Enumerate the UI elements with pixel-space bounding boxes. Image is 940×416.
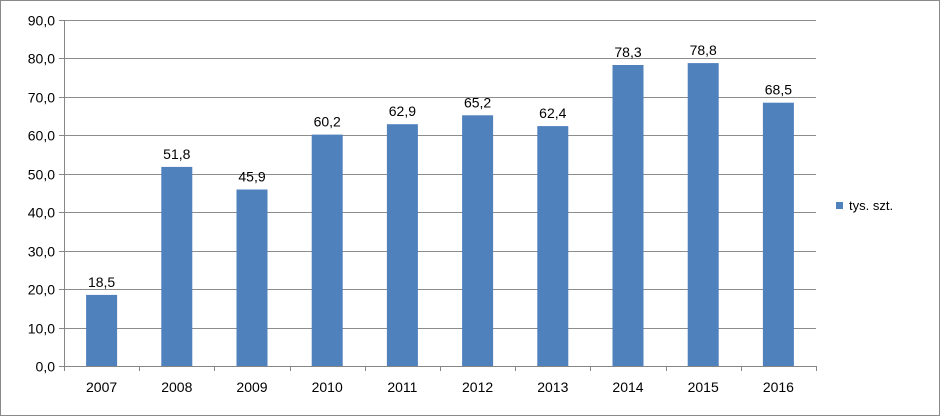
x-tick-label-2012: 2012	[462, 379, 493, 395]
x-tick-label-2010: 2010	[312, 379, 343, 395]
bar-2009	[236, 189, 268, 366]
bar-2011	[386, 124, 418, 366]
bar-2012	[462, 115, 494, 366]
bar-2008	[161, 166, 193, 366]
x-tick-labels: 2007 2008 2009 2010 2011 2012 2013 2014 2015 2016	[86, 379, 794, 395]
y-tick-label: 60,0	[28, 128, 55, 144]
bar-2013	[537, 126, 569, 366]
bar-2016	[762, 102, 794, 366]
legend-swatch-tys-szt	[836, 202, 843, 209]
data-label-2015: 78,8	[690, 42, 717, 58]
x-tick-label-2007: 2007	[86, 379, 117, 395]
x-tick-label-2011: 2011	[387, 379, 417, 395]
x-tick-label-2015: 2015	[688, 379, 719, 395]
data-label-2013: 62,4	[539, 105, 566, 121]
bar-2015	[687, 63, 719, 366]
y-tick-label: 50,0	[28, 167, 55, 183]
y-tick-labels: 0,0 10,0 20,0 30,0 40,0 50,0 60,0 70,0 80,0 90,0	[28, 13, 55, 375]
y-tick-label: 80,0	[28, 51, 55, 67]
data-label-2008: 51,8	[163, 146, 190, 162]
x-tick-label-2013: 2013	[537, 379, 568, 395]
y-tick-label: 40,0	[28, 205, 55, 221]
bars	[86, 63, 794, 366]
y-tick-label: 0,0	[36, 359, 56, 375]
data-labels: 18,5 51,8 45,9 60,2 62,9 65,2 62,4 78,3 78,8 68,5	[88, 42, 792, 290]
data-label-2011: 62,9	[389, 103, 416, 119]
y-tick-label: 10,0	[28, 321, 55, 337]
x-tick-label-2009: 2009	[236, 379, 267, 395]
legend-label-tys-szt: tys. szt.	[849, 198, 893, 213]
x-tick-label-2016: 2016	[763, 379, 794, 395]
data-label-2010: 60,2	[314, 114, 341, 130]
data-label-2016: 68,5	[765, 82, 792, 98]
data-label-2014: 78,3	[614, 44, 641, 60]
legend: tys. szt.	[836, 198, 893, 213]
bar-2007	[86, 294, 118, 366]
y-tick-label: 70,0	[28, 90, 55, 106]
x-tick-label-2014: 2014	[612, 379, 643, 395]
data-label-2012: 65,2	[464, 94, 491, 110]
bar-2010	[311, 134, 343, 366]
axes	[59, 20, 817, 371]
bar-2014	[612, 65, 644, 366]
x-tick-label-2008: 2008	[161, 379, 192, 395]
y-tick-label: 90,0	[28, 13, 55, 29]
y-tick-label: 30,0	[28, 244, 55, 260]
data-label-2009: 45,9	[238, 169, 265, 185]
y-tick-label: 20,0	[28, 282, 55, 298]
data-label-2007: 18,5	[88, 274, 115, 290]
